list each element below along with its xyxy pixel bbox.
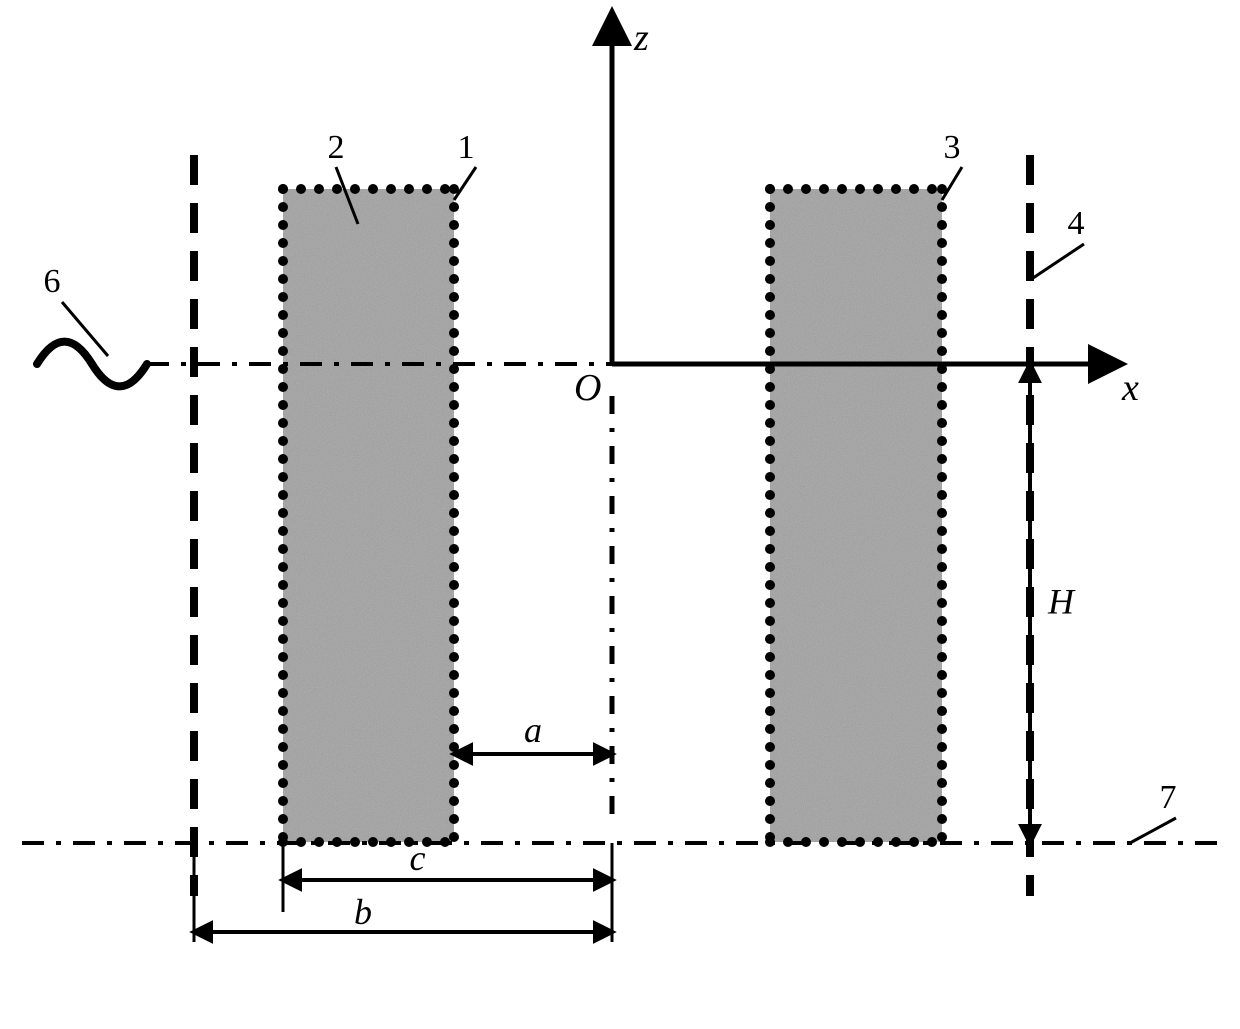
z-axis-label: z [633,17,649,59]
callout-label-6: 6 [44,263,61,300]
callout-label-2: 2 [328,129,345,166]
coil-cross-section-diagram: z x Oa cb H 1 2 3 4 6 7 [0,0,1240,1029]
callout-leader-3 [942,167,962,200]
callout-leader-6 [62,302,108,356]
dimension-b-label: b [354,892,372,932]
origin-label: O [574,367,601,409]
wave-icon [37,342,147,387]
callout-leader-7 [1130,818,1176,843]
callout-label-3: 3 [944,129,961,166]
coil-section-right [765,184,947,847]
callout-label-1: 1 [458,129,475,166]
x-axis-label: x [1121,367,1139,409]
coil-section-left [278,184,459,847]
dimension-a-label: a [524,710,542,750]
callout-label-7: 7 [1160,779,1177,816]
callout-label-4: 4 [1068,205,1085,242]
dimension-c-label: c [410,838,426,878]
callout-leader-1 [454,167,476,200]
callout-leader-4 [1030,244,1084,280]
dimension-H-label: H [1047,582,1076,622]
